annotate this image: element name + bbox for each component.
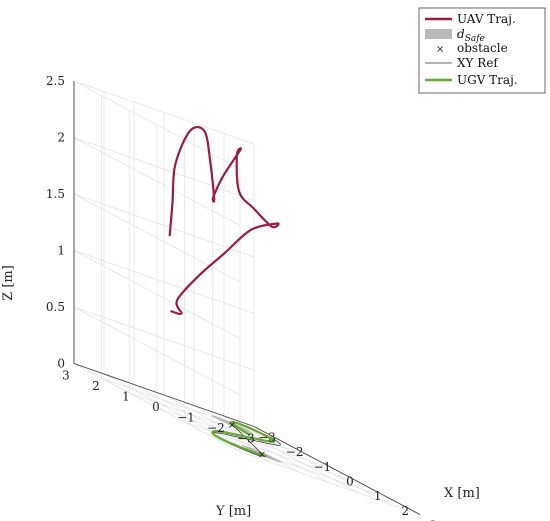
axes-layer: [73, 80, 421, 515]
z-tick-label: 1: [57, 243, 65, 257]
z-tick-label: 2.5: [46, 74, 65, 88]
legend-obstacle-label: obstacle: [457, 41, 508, 55]
legend-dsafe-label: dSafe: [457, 27, 485, 44]
x-tick-label: 1: [374, 489, 382, 503]
y-tick-label: −3: [237, 431, 255, 445]
z-tick-label: 1.5: [46, 187, 65, 201]
y-axis-label: Y [m]: [215, 504, 251, 519]
z-tick-label: 0: [57, 356, 65, 370]
x-tick-label: 0: [346, 475, 354, 489]
wall-grid-line: [73, 363, 241, 452]
legend-xyref-label: XY Ref: [457, 56, 499, 70]
obstacle-marker: ×: [258, 449, 266, 460]
z-axis-label: Z [m]: [1, 265, 16, 301]
legend: UAV Traj. dSafe × obstacle XY Ref UGV Tr…: [418, 7, 546, 94]
x-tick-label: 2: [402, 504, 410, 518]
x-tick-label: −1: [313, 460, 331, 474]
wall-grid-line: [73, 250, 241, 339]
legend-dsafe-swatch: [425, 29, 452, 39]
ticks-layer: −3 −2 −1 0 1 2 3 3 2 1 0 −1 −2 −3 0 0.5 1 1.5 2 2.5: [46, 74, 437, 521]
y-tick-label: 1: [122, 389, 130, 403]
y-tick-label: −1: [177, 410, 195, 424]
z-tick-label: 0.5: [46, 300, 65, 314]
wall-grid-line: [73, 137, 241, 226]
floor-grid-line: [223, 415, 391, 505]
grid-layer: [73, 80, 421, 515]
wall-grid-line: [73, 80, 241, 170]
x-tick-label: 3: [429, 519, 437, 521]
wall-grid-line: [73, 250, 255, 314]
wall-grid-line: [73, 306, 241, 396]
y-tick-label: 0: [152, 400, 160, 414]
y-tick-label: 2: [92, 379, 100, 393]
y-tick-label: −2: [207, 421, 225, 435]
z-tick-label: 2: [57, 130, 65, 144]
uav-trajectory-line: [168, 125, 280, 315]
x-axis-line: [253, 426, 421, 515]
x-tick-label: −2: [286, 445, 304, 459]
wall-grid-line: [73, 193, 241, 283]
y-axis-line: [73, 363, 255, 427]
wall-grid-line: [73, 137, 255, 201]
y-tick-label: 3: [62, 368, 70, 382]
x-tick-label: −3: [258, 430, 276, 444]
ugv-trajectory-line: [211, 420, 276, 458]
obstacle-marker: ×: [228, 420, 236, 431]
wall-grid-line: [73, 193, 255, 258]
wall-grid-line: [73, 80, 255, 145]
wall-grid-line: [73, 306, 255, 371]
legend-obstacle-marker: ×: [436, 44, 444, 55]
legend-uav-label: UAV Traj.: [457, 12, 516, 26]
legend-ugv-label: UGV Traj.: [457, 73, 518, 87]
data-layer: ××: [168, 125, 283, 463]
x-axis-label: X [m]: [444, 486, 480, 501]
